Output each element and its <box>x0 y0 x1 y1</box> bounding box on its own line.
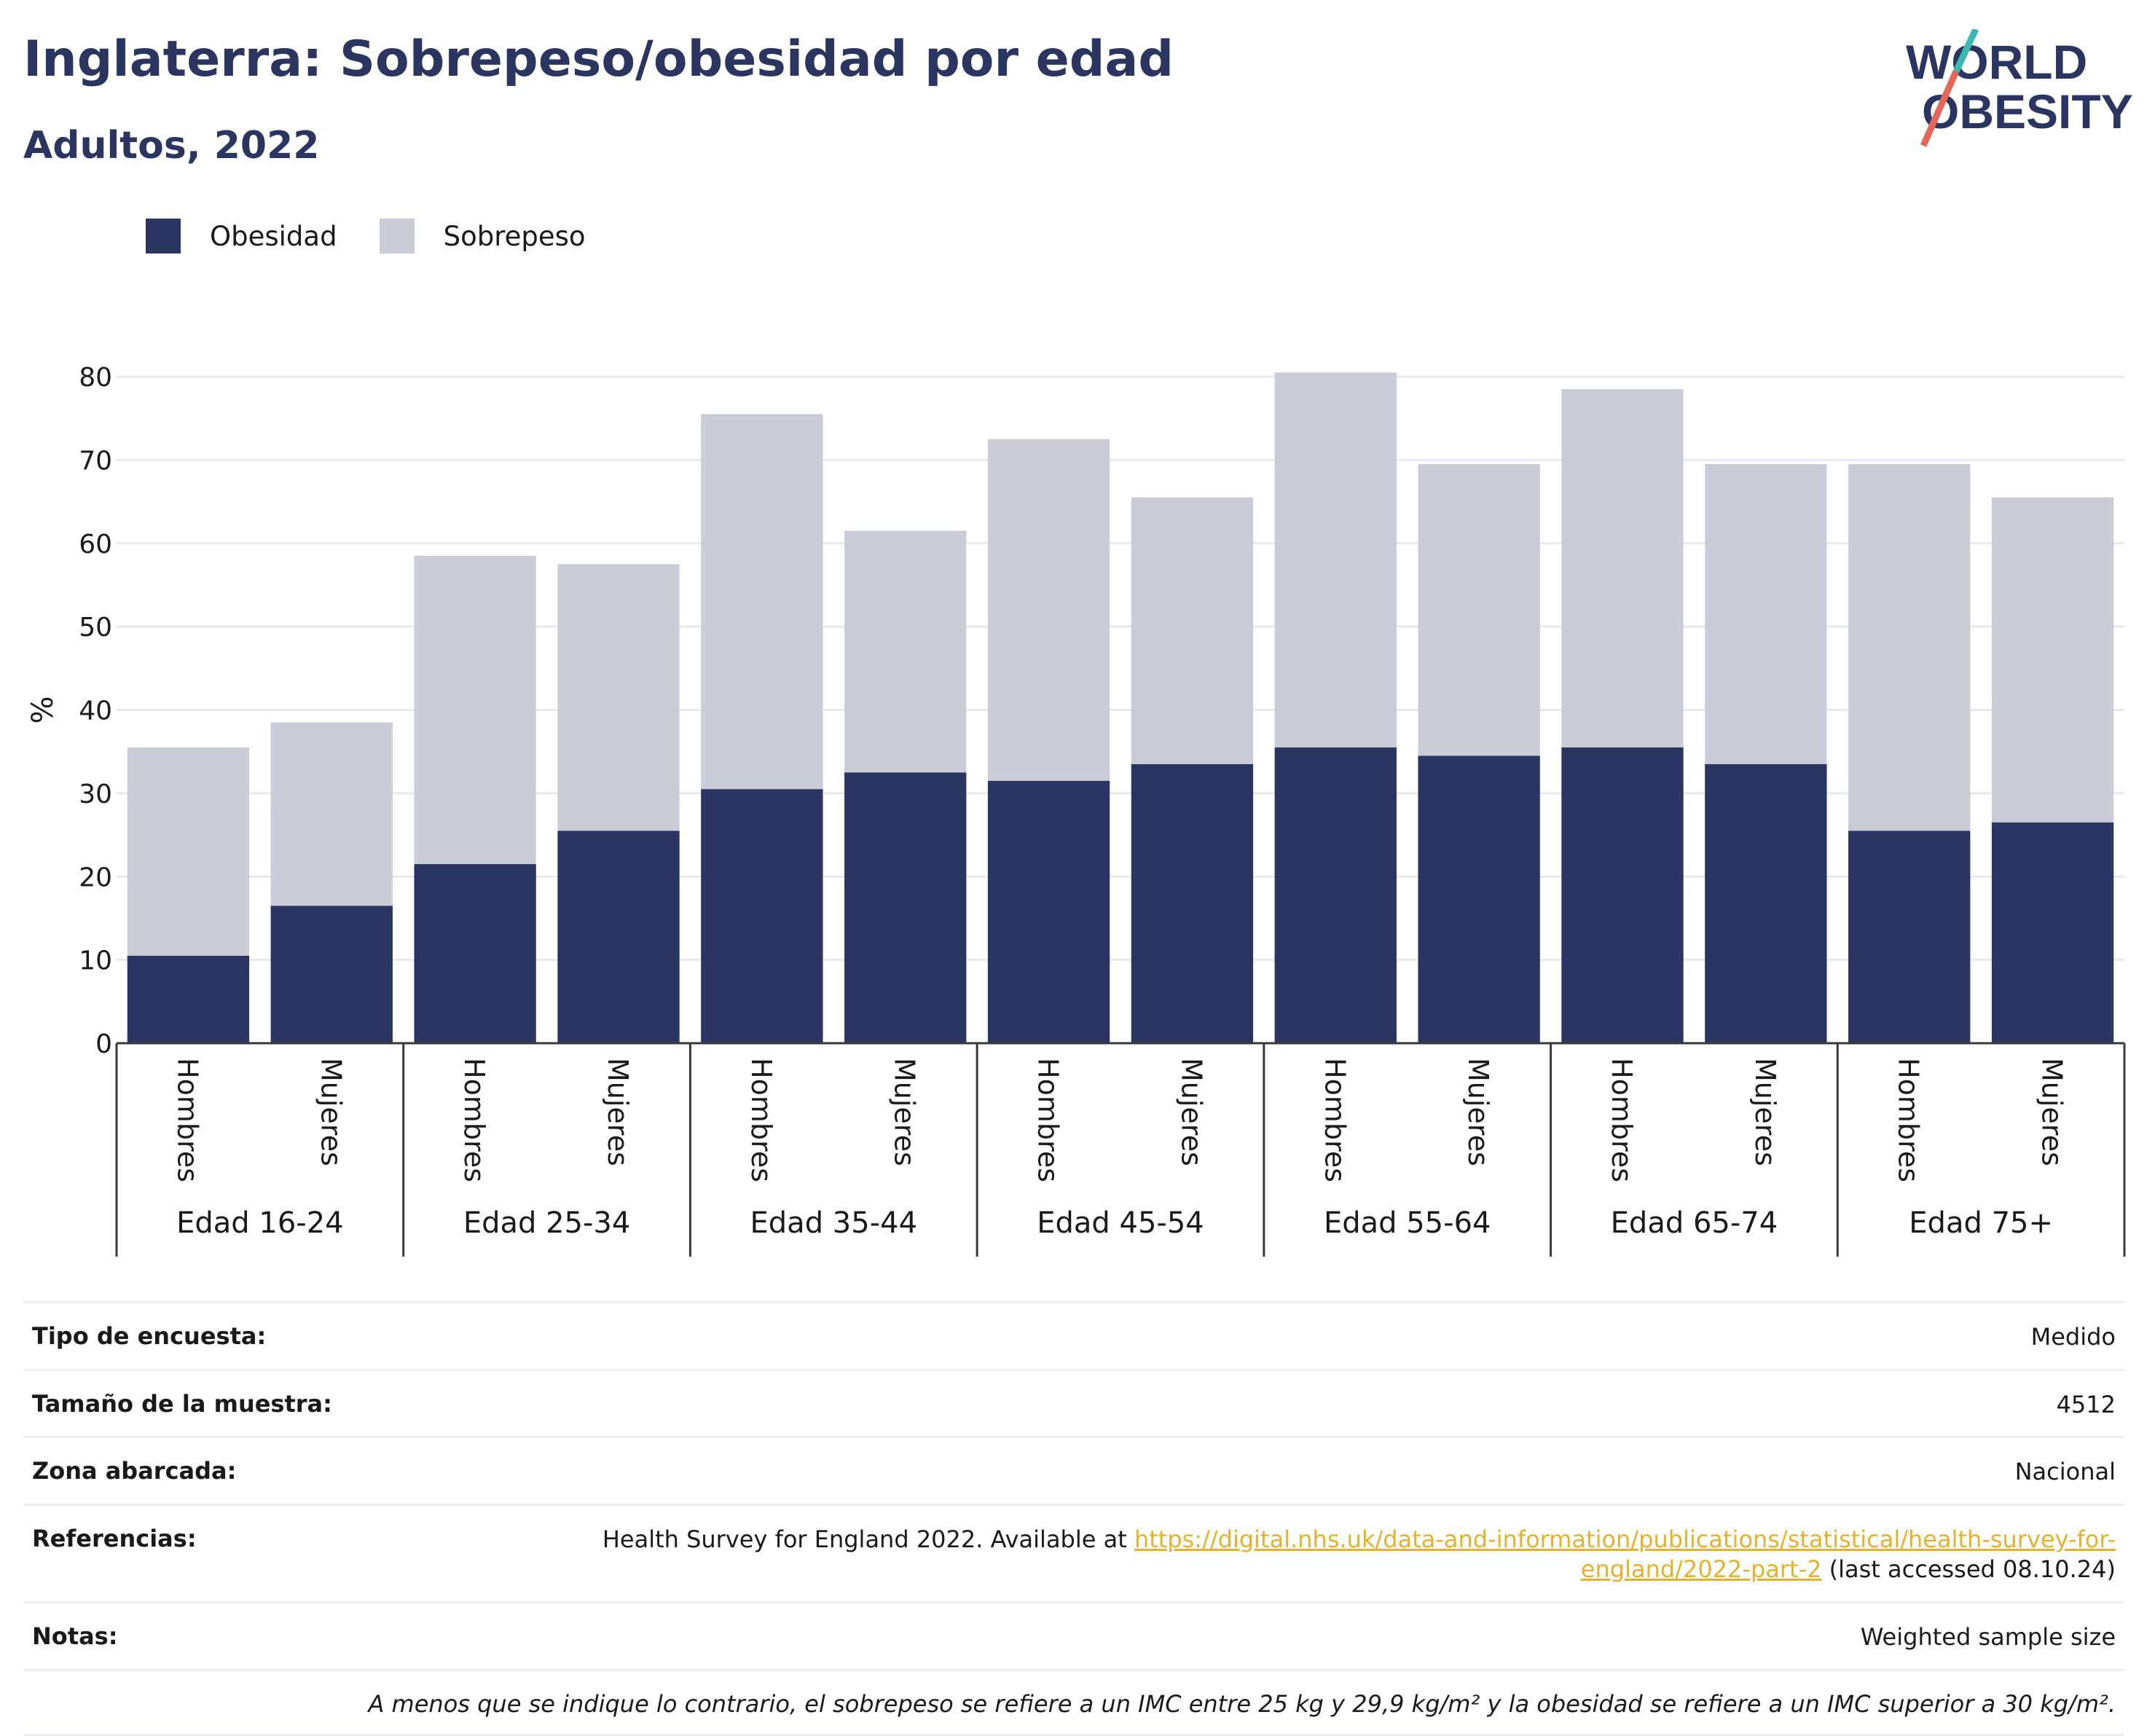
y-tick-label: 20 <box>79 863 112 892</box>
logo-slash-coral <box>1920 70 1960 147</box>
meta-row-area: Zona abarcada: Nacional <box>23 1436 2124 1504</box>
bar-sobrepeso <box>1991 497 2114 822</box>
legend-item-obesidad: Obesidad <box>146 219 337 254</box>
area-label: Zona abarcada: <box>32 1457 237 1485</box>
x-group-label: Edad 35-44 <box>750 1206 918 1240</box>
bar-sobrepeso <box>844 530 967 773</box>
bar-obesidad <box>1274 747 1397 1043</box>
bar-obesidad <box>1705 763 1827 1043</box>
logo-slash-teal <box>1952 29 1979 73</box>
meta-row-notes: Notas: Weighted sample size <box>23 1601 2124 1669</box>
bar-obesidad <box>1991 822 2114 1043</box>
notes-value: Weighted sample size <box>1860 1622 2116 1651</box>
references-accessed: (last accessed 08.10.24) <box>1829 1555 2116 1584</box>
y-tick-label: 80 <box>79 363 112 393</box>
y-tick-label: 40 <box>79 696 112 726</box>
y-axis-label: % <box>26 696 60 723</box>
x-subcategory-label: Hombres <box>1893 1058 1925 1182</box>
bar-sobrepeso <box>557 564 680 831</box>
meta-row-references: Referencias: Health Survey for England 2… <box>23 1503 2124 1601</box>
legend-label-sobrepeso: Sobrepeso <box>443 220 586 252</box>
bar-obesidad <box>844 772 967 1043</box>
y-tick-label: 60 <box>79 530 112 559</box>
x-subcategory-label: Mujeres <box>1749 1058 1781 1166</box>
legend-label-obesidad: Obesidad <box>210 220 337 252</box>
x-subcategory-label: Mujeres <box>1175 1058 1207 1166</box>
y-tick-label: 30 <box>79 779 112 809</box>
survey-metadata: Tipo de encuesta: Medido Tamaño de la mu… <box>23 1301 2124 1736</box>
bar-sobrepeso <box>1131 497 1254 764</box>
references-value: Health Survey for England 2022. Availabl… <box>586 1525 2116 1585</box>
y-tick-label: 10 <box>79 946 112 976</box>
bar-sobrepeso <box>701 414 823 790</box>
bar-obesidad <box>1418 755 1540 1043</box>
survey-type-label: Tipo de encuesta: <box>32 1322 267 1350</box>
meta-row-survey: Tipo de encuesta: Medido <box>23 1301 2124 1369</box>
x-group-label: Edad 16-24 <box>176 1206 344 1240</box>
bar-obesidad <box>414 864 536 1043</box>
bar-obesidad <box>557 830 680 1043</box>
bmi-footnote: A menos que se indique lo contrario, el … <box>23 1668 2124 1736</box>
y-tick-label: 50 <box>79 613 112 643</box>
y-tick-label: 70 <box>79 446 112 476</box>
bar-sobrepeso <box>987 439 1110 781</box>
world-obesity-logo: WORLD OBESITY <box>1906 29 2133 147</box>
bar-sobrepeso <box>1561 389 1684 747</box>
bar-obesidad <box>270 906 393 1043</box>
legend-swatch-sobrepeso <box>379 219 415 254</box>
bar-obesidad <box>1131 763 1254 1043</box>
references-text: Health Survey for England 2022. Availabl… <box>602 1525 1127 1553</box>
legend-item-sobrepeso: Sobrepeso <box>379 219 586 254</box>
x-subcategory-label: Mujeres <box>315 1058 347 1166</box>
x-subcategory-label: Mujeres <box>2036 1058 2068 1166</box>
references-link[interactable]: https://digital.nhs.uk/data-and-informat… <box>1134 1525 2116 1584</box>
x-subcategory-label: Hombres <box>1606 1058 1638 1182</box>
x-group-label: Edad 75+ <box>1909 1206 2053 1240</box>
notes-label: Notas: <box>32 1622 118 1650</box>
x-subcategory-label: Hombres <box>1319 1058 1351 1182</box>
x-subcategory-label: Mujeres <box>889 1058 921 1166</box>
legend-swatch-obesidad <box>146 219 181 254</box>
x-subcategory-label: Hombres <box>458 1058 490 1182</box>
x-group-label: Edad 65-74 <box>1611 1206 1778 1240</box>
bar-obesidad <box>701 789 823 1043</box>
sample-size-value: 4512 <box>2056 1390 2116 1418</box>
logo-text-obesity: OBESITY <box>1922 85 2133 138</box>
stacked-bar-chart: 0 10 20 30 40 50 60 70 80% Hombres Mujeres Hombres M… <box>26 363 2126 1257</box>
bar-sobrepeso <box>127 747 250 956</box>
bar-sobrepeso <box>1418 464 1540 756</box>
bar-obesidad <box>1848 830 1971 1043</box>
bar-obesidad <box>1561 747 1684 1043</box>
x-group-label: Edad 55-64 <box>1324 1206 1491 1240</box>
chart-legend: Obesidad Sobrepeso <box>146 219 628 254</box>
logo-text-world: WORLD <box>1906 35 2087 89</box>
bar-obesidad <box>987 780 1110 1043</box>
bar-obesidad <box>127 955 250 1043</box>
bar-sobrepeso <box>1274 372 1397 747</box>
x-subcategory-label: Hombres <box>171 1058 203 1182</box>
survey-type-value: Medido <box>2030 1323 2116 1351</box>
x-subcategory-label: Mujeres <box>602 1058 634 1166</box>
x-group-label: Edad 45-54 <box>1037 1206 1204 1240</box>
area-value: Nacional <box>2014 1458 2116 1486</box>
chart-title: Inglaterra: Sobrepeso/obesidad por edad <box>23 31 1174 88</box>
x-subcategory-label: Mujeres <box>1462 1058 1494 1166</box>
bar-sobrepeso <box>1705 464 1827 764</box>
y-tick-label: 0 <box>95 1029 112 1059</box>
bar-sobrepeso <box>1848 464 1971 831</box>
meta-row-sample: Tamaño de la muestra: 4512 <box>23 1368 2124 1437</box>
x-subcategory-label: Hombres <box>1032 1058 1064 1182</box>
x-subcategory-label: Hombres <box>745 1058 777 1182</box>
bar-sobrepeso <box>414 555 536 865</box>
bar-sobrepeso <box>270 722 393 906</box>
x-group-label: Edad 25-34 <box>463 1206 631 1240</box>
sample-size-label: Tamaño de la muestra: <box>32 1389 332 1418</box>
references-label: Referencias: <box>32 1524 197 1552</box>
chart-subtitle: Adultos, 2022 <box>23 124 320 168</box>
